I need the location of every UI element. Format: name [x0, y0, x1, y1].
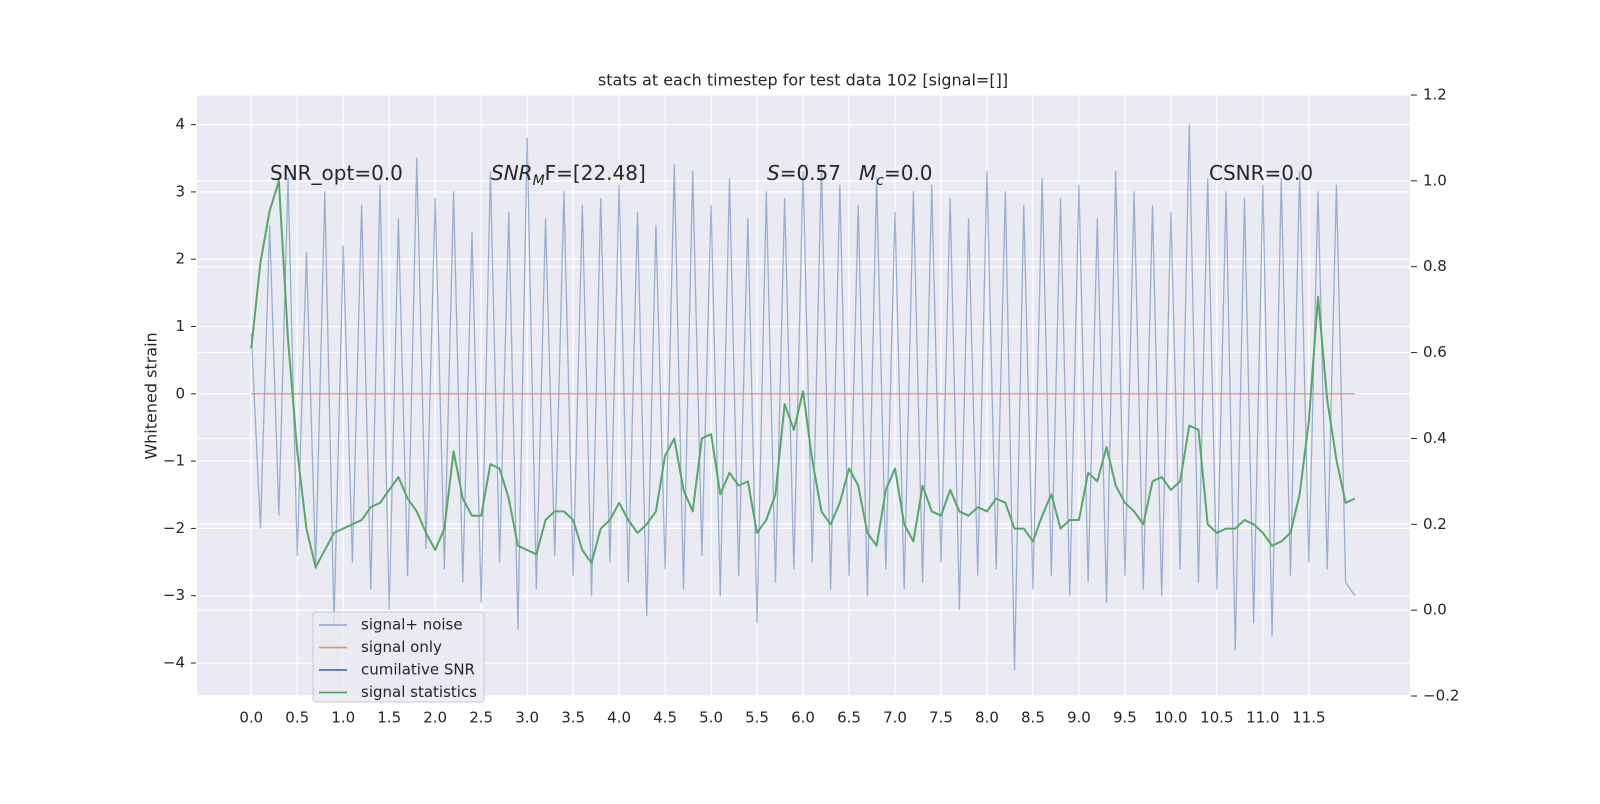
x-tick-label: 3.0	[515, 709, 539, 727]
y2-tick-label: 0.6	[1423, 343, 1447, 361]
y-tick-label: −2	[163, 519, 185, 537]
y2-tick-label: 0.8	[1423, 257, 1447, 275]
y2-tick-label: 0.4	[1423, 429, 1447, 447]
annotation: Mc=0.0	[859, 161, 933, 189]
legend-label: cumilative SNR	[361, 661, 475, 679]
x-tick-label: 9.0	[1067, 709, 1091, 727]
x-tick-label: 4.5	[653, 709, 677, 727]
y-tick-label: 1	[175, 317, 185, 335]
legend-label: signal only	[361, 638, 442, 656]
x-tick-label: 4.0	[607, 709, 631, 727]
legend-box	[312, 611, 485, 703]
y-tick-label: 3	[175, 182, 185, 200]
annotation-main: M	[859, 161, 876, 185]
x-tick-label: 1.0	[331, 709, 355, 727]
annotation: SNR_opt=0.0	[270, 161, 403, 185]
annotation-text: CSNR=0.0	[1209, 161, 1313, 185]
x-tick-label: 0.0	[239, 709, 263, 727]
x-tick-label: 8.0	[975, 709, 999, 727]
annotation-tail: =0.57	[780, 161, 841, 185]
annotation-sub: M	[533, 173, 545, 189]
y-tick-label: −3	[163, 586, 185, 604]
x-tick-label: 5.5	[745, 709, 769, 727]
y-tick-label: 4	[175, 115, 185, 133]
x-tick-label: 6.0	[791, 709, 815, 727]
annotation: CSNR=0.0	[1209, 161, 1313, 185]
annotation-text: SNR_opt=0.0	[270, 161, 403, 185]
annotation: S=0.57	[767, 161, 841, 185]
x-tick-label: 5.0	[699, 709, 723, 727]
y2-tick-label: 0.0	[1423, 601, 1447, 619]
y2-tick-label: 1.2	[1423, 86, 1447, 104]
chart-title: stats at each timestep for test data 102…	[598, 71, 1008, 90]
x-tick-label: 8.5	[1021, 709, 1045, 727]
x-tick-label: 7.0	[883, 709, 907, 727]
x-tick-label: 1.5	[377, 709, 401, 727]
y-tick-label: −1	[163, 452, 185, 470]
annotation: SNRMF=[22.48]	[491, 161, 646, 189]
annotation-tail: =0.0	[884, 161, 933, 185]
x-tick-label: 6.5	[837, 709, 861, 727]
y2-tick-label: 1.0	[1423, 171, 1447, 189]
x-tick-label: 3.5	[561, 709, 585, 727]
x-tick-label: 11.0	[1246, 709, 1279, 727]
series-line	[250, 179, 1356, 569]
y-axis-label: Whitened strain	[142, 332, 161, 459]
x-tick-label: 7.5	[929, 709, 953, 727]
x-tick-label: 0.5	[285, 709, 309, 727]
x-tick-label: 9.5	[1113, 709, 1137, 727]
y-tick-label: 2	[175, 250, 185, 268]
x-tick-label: 2.0	[423, 709, 447, 727]
legend-label: signal statistics	[361, 683, 477, 701]
y2-tick-label: −0.2	[1423, 687, 1459, 705]
legend-label: signal+ noise	[361, 616, 463, 634]
annotation-sub: c	[876, 173, 884, 189]
y2-tick-label: 0.2	[1423, 515, 1447, 533]
x-tick-label: 11.5	[1292, 709, 1325, 727]
annotation-tail: F=[22.48]	[545, 161, 646, 185]
annotation-main: S	[767, 161, 780, 185]
x-tick-label: 2.5	[469, 709, 493, 727]
x-tick-label: 10.5	[1200, 709, 1233, 727]
x-tick-label: 10.0	[1154, 709, 1187, 727]
annotation-main: SNR	[491, 161, 533, 185]
y-tick-label: 0	[175, 384, 185, 402]
y-tick-label: −4	[163, 654, 185, 672]
series-line	[250, 123, 1356, 671]
